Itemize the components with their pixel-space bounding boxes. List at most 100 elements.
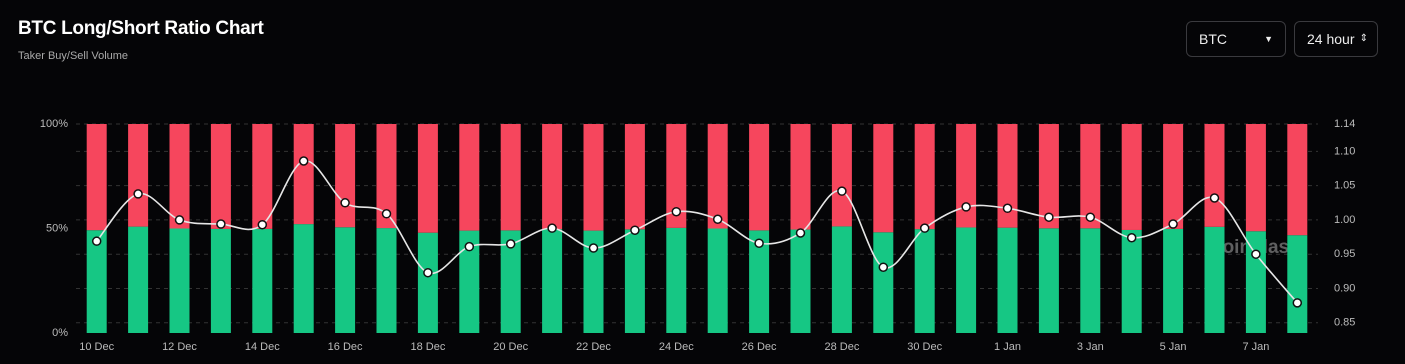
bar-segment — [293, 224, 314, 333]
bar-segment — [417, 124, 438, 233]
ratio-point — [1002, 203, 1013, 214]
bar-segment — [914, 229, 935, 333]
bar-segment — [1163, 228, 1184, 333]
bar-segment — [1163, 124, 1184, 229]
bar-segment — [86, 230, 107, 333]
ratio-point — [588, 243, 599, 253]
ratio-point — [505, 239, 516, 249]
ratio-point — [1168, 219, 1178, 229]
bar-segment — [252, 124, 273, 229]
y2-tick-label: 0.95 — [1334, 248, 1355, 260]
bar-segment — [86, 124, 107, 231]
bar-segment — [1204, 124, 1225, 227]
bar-segment — [169, 228, 190, 333]
ratio-point — [464, 241, 475, 252]
bar-segment — [210, 124, 231, 229]
bar-segment — [293, 124, 314, 225]
bar-segment — [128, 226, 149, 333]
ratio-point — [91, 236, 102, 246]
bar-segment — [500, 124, 521, 231]
ratio-point — [878, 262, 889, 272]
bar-segment — [583, 230, 604, 333]
bar-segment — [1204, 226, 1225, 333]
caret: ⇕ — [1359, 33, 1368, 44]
y2-tick-label: 1.14 — [1334, 118, 1355, 130]
y2-tick-label: 0.90 — [1334, 282, 1355, 294]
ratio-point — [1126, 233, 1137, 243]
x-tick-label: 5 Jan — [1160, 341, 1187, 353]
bar-segment — [335, 124, 356, 228]
bar-segment — [666, 124, 687, 228]
bar-segment — [500, 230, 521, 333]
bar-segment — [749, 230, 770, 333]
x-tick-label: 14 Dec — [245, 341, 280, 353]
bar-segment — [459, 124, 480, 231]
bar-segment — [1080, 228, 1101, 333]
bar-segment — [831, 226, 852, 333]
y2-tick-label: 0.85 — [1334, 317, 1355, 329]
bar-segment — [1038, 228, 1059, 333]
ratio-point — [216, 219, 226, 229]
x-tick-label: 7 Jan — [1242, 341, 1269, 353]
x-tick-label: 30 Dec — [907, 341, 942, 353]
bar-segment — [707, 124, 728, 229]
y2-tick-label: 1.10 — [1334, 145, 1355, 157]
x-tick-label: 16 Dec — [328, 341, 363, 353]
x-tick-label: 20 Dec — [493, 341, 528, 353]
x-tick-label: 10 Dec — [79, 341, 114, 353]
symbol-value: BTC — [1199, 31, 1227, 47]
bar-segment — [210, 228, 231, 333]
ratio-point — [671, 206, 682, 217]
y-tick-label: 0% — [52, 327, 68, 339]
bar-segment — [459, 230, 480, 333]
caret: ▼ — [1264, 34, 1273, 44]
y2-tick-label: 1.05 — [1334, 180, 1355, 192]
bar-segment — [128, 124, 149, 227]
bar-segment — [169, 124, 190, 229]
bar-segment — [790, 229, 811, 333]
ratio-point — [837, 186, 847, 196]
chart-title: BTC Long/Short Ratio Chart — [18, 18, 264, 39]
interval-select[interactable]: 24 hour ⇕ — [1294, 21, 1378, 57]
bar-segment — [1038, 124, 1059, 229]
bar-segment — [666, 227, 687, 333]
interval-value: 24 hour — [1307, 31, 1355, 47]
x-tick-label: 18 Dec — [410, 341, 445, 353]
x-tick-label: 12 Dec — [162, 341, 197, 353]
bar-segment — [956, 227, 977, 333]
bar-segment — [417, 232, 438, 333]
ratio-point — [1292, 298, 1303, 308]
ratio-point — [712, 214, 723, 224]
bar-segment — [873, 124, 894, 233]
bar-segment — [624, 124, 645, 230]
ratio-point — [795, 228, 806, 238]
bar-segment — [1121, 229, 1142, 333]
bar-segment — [831, 124, 852, 227]
x-tick-label: 22 Dec — [576, 341, 611, 353]
bar-segment — [583, 124, 604, 231]
ratio-point — [423, 267, 433, 278]
ratio-point — [547, 223, 557, 233]
bar-segment — [376, 228, 397, 333]
ratio-point — [630, 225, 640, 235]
bar-segment — [335, 227, 356, 333]
ratio-point — [754, 238, 764, 248]
bar-segment — [252, 228, 273, 333]
bar-segment — [624, 229, 645, 333]
chart-subtitle: Taker Buy/Sell Volume — [18, 50, 129, 62]
bar-segment — [956, 124, 977, 228]
ratio-point — [174, 215, 185, 225]
bar-segment — [1080, 124, 1101, 229]
ratio-point — [1044, 212, 1054, 222]
bar-segment — [790, 124, 811, 230]
y2-tick-label: 1.00 — [1334, 214, 1355, 226]
ratio-point — [257, 219, 268, 230]
bar-segment — [997, 227, 1018, 333]
bar-segment — [707, 228, 728, 333]
ratio-point — [340, 198, 350, 208]
symbol-select[interactable]: BTC ▼ — [1186, 21, 1286, 57]
ratio-point — [133, 189, 143, 199]
bar-segment — [997, 124, 1018, 228]
